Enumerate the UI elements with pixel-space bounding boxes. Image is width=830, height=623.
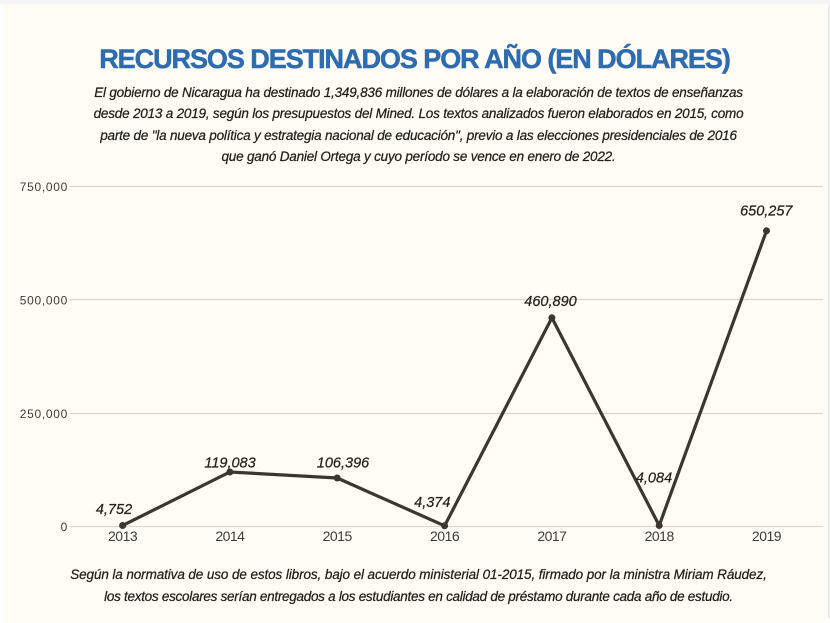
svg-text:650,257: 650,257 [740, 204, 793, 220]
svg-text:460,890: 460,890 [524, 294, 576, 310]
svg-text:2015: 2015 [323, 528, 353, 544]
svg-text:4,084: 4,084 [636, 471, 672, 487]
svg-text:4,752: 4,752 [96, 502, 132, 518]
svg-text:0: 0 [61, 520, 68, 534]
svg-text:2019: 2019 [752, 528, 782, 544]
svg-text:750,000: 750,000 [20, 180, 68, 194]
svg-text:106,396: 106,396 [317, 456, 370, 472]
svg-text:2013: 2013 [108, 528, 138, 544]
svg-text:2016: 2016 [430, 528, 460, 544]
svg-text:2014: 2014 [215, 528, 245, 544]
svg-text:119,083: 119,083 [204, 456, 255, 472]
svg-text:250,000: 250,000 [20, 407, 68, 421]
svg-text:500,000: 500,000 [20, 294, 68, 308]
svg-text:2017: 2017 [537, 528, 567, 544]
svg-text:2018: 2018 [645, 528, 675, 544]
svg-text:4,374: 4,374 [414, 495, 450, 511]
